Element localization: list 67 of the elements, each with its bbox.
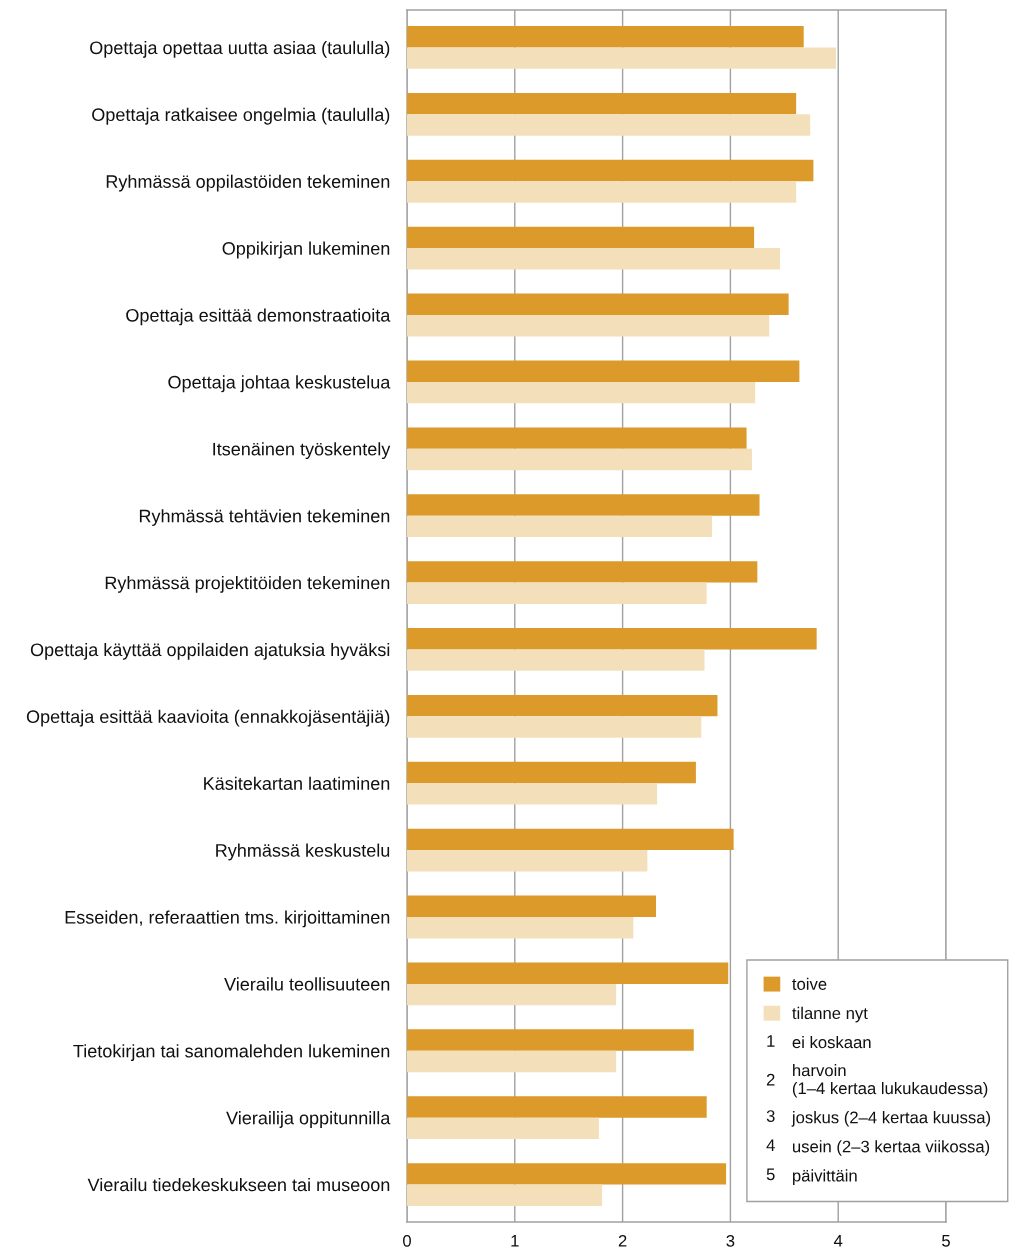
annotation: 3 joskus (2–4 kertaa kuussa) xyxy=(766,1110,991,1127)
bar xyxy=(407,1184,603,1206)
x-tick-label: 3 xyxy=(726,1234,735,1247)
legend-label: tilanne nyt xyxy=(792,1006,868,1023)
bar xyxy=(407,515,713,538)
bar xyxy=(407,427,747,449)
y-tick-label: Itsenäinen työskentely xyxy=(213,442,391,460)
bar xyxy=(407,561,758,583)
bar xyxy=(407,628,817,650)
y-tick-label: Ryhmässä keskustelu xyxy=(216,843,390,861)
y-tick-label: Opettaja käyttää oppilaiden ajatuksia hyväksi xyxy=(30,642,390,660)
y-tick-label: Oppikirjan lukeminen xyxy=(222,241,390,259)
bar xyxy=(407,114,811,136)
bar xyxy=(407,649,705,671)
x-tick-label: 0 xyxy=(403,1234,411,1247)
y-tick-label: Opettaja ratkaisee ongelmia (taululla) xyxy=(92,107,390,125)
bar xyxy=(407,1096,707,1118)
bar xyxy=(407,1117,599,1140)
bar xyxy=(407,226,755,249)
y-tick-label: Käsitekartan laatiminen xyxy=(204,776,390,790)
annotation: 5 päivittäin xyxy=(766,1168,857,1185)
y-tick-label: Tietokirjan tai sanomalehden lukeminen xyxy=(73,1044,390,1062)
bar xyxy=(407,1029,694,1051)
y-tick-label: Esseiden, referaattien tms. kirjoittaminen xyxy=(65,910,390,928)
bar xyxy=(407,895,657,917)
bar xyxy=(407,962,729,984)
y-tick-label: Ryhmässä oppilastöiden tekeminen xyxy=(106,174,390,192)
bar xyxy=(407,1163,727,1185)
y-tick-label: Ryhmässä tehtävien tekeminen xyxy=(139,509,390,526)
y-tick-label: Vierailu teollisuuteen xyxy=(224,977,390,991)
x-tick-label: 2 xyxy=(618,1234,627,1247)
bar xyxy=(407,716,702,738)
bar xyxy=(407,494,760,516)
x-tick-label: 1 xyxy=(511,1235,519,1247)
bar xyxy=(407,248,780,270)
bar xyxy=(407,694,718,717)
x-tick-label: 5 xyxy=(942,1235,950,1247)
bar xyxy=(407,293,789,316)
y-tick-label: Opettaja johtaa keskustelua xyxy=(168,375,391,393)
bar xyxy=(407,828,734,851)
y-tick-label: Opettaja opettaa uutta asiaa (taululla) xyxy=(90,40,390,58)
bar xyxy=(407,181,797,203)
bar xyxy=(407,761,696,784)
annotation: 1 ei koskaan xyxy=(767,1035,871,1049)
bar xyxy=(407,360,800,382)
bar xyxy=(407,26,804,48)
bar xyxy=(407,783,658,805)
y-tick-label: Vierailija oppitunnilla xyxy=(226,1111,391,1128)
bar xyxy=(407,92,797,115)
bar xyxy=(407,983,617,1006)
bar xyxy=(407,381,756,404)
y-tick-label: Opettaja esittää kaavioita (ennakkojäsentäjiä) xyxy=(26,709,390,727)
bar xyxy=(407,582,707,604)
y-tick-label: Vierailu tiedekeskukseen tai museoon xyxy=(87,1178,390,1192)
bar xyxy=(407,315,770,337)
annotation: 2 harvoin (1–4 kertaa lukukaudessa) xyxy=(766,1064,988,1098)
y-tick-label: Ryhmässä projektitöiden tekeminen xyxy=(105,576,390,593)
bar xyxy=(407,47,837,69)
annotation: 4 usein (2–3 kertaa viikossa) xyxy=(766,1139,990,1156)
bar xyxy=(407,916,634,939)
bar xyxy=(407,1050,617,1073)
legend-label: toive xyxy=(792,977,827,990)
x-tick-label: 4 xyxy=(833,1235,843,1247)
y-tick-label: Opettaja esittää demonstraatioita xyxy=(126,308,391,326)
bar xyxy=(407,850,648,872)
bar xyxy=(407,159,814,182)
bar xyxy=(407,448,752,471)
